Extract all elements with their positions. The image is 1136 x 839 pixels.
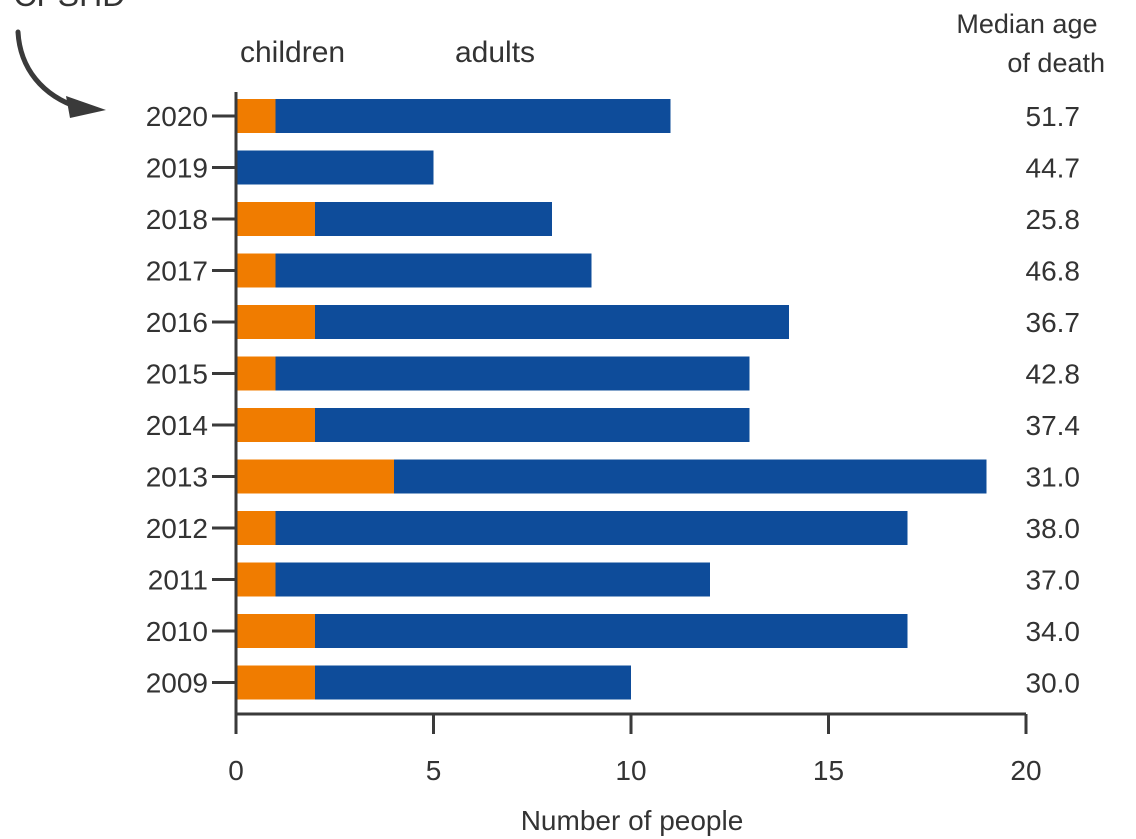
right-column-header-line-2: of death [1007, 48, 1105, 78]
x-tick-label: 10 [615, 755, 646, 786]
y-tick-label: 2016 [146, 307, 208, 338]
bar-children-2010 [236, 614, 315, 648]
y-axis: 2020 2019 2018 2017 2016 2015 2014 2013 2012 2011… [146, 92, 238, 714]
right-column-header: Median age of death [956, 9, 1105, 78]
y-tick-label: 2018 [146, 204, 208, 235]
y-tick-label: 2019 [146, 153, 208, 184]
bar-adults-2020 [275, 99, 671, 133]
y-tick-label: 2013 [146, 462, 208, 493]
bar-adults-2017 [275, 253, 592, 288]
x-tick-label: 0 [228, 755, 244, 786]
median-age-value: 31.0 [1026, 462, 1081, 493]
median-age-value: 25.8 [1026, 204, 1081, 235]
median-age-value: 46.8 [1026, 256, 1081, 287]
bar-adults-2010 [315, 614, 908, 648]
median-age-value: 44.7 [1026, 153, 1081, 184]
bar-children-2011 [236, 562, 276, 597]
bar-children-2018 [236, 202, 315, 236]
median-age-column: 51.7 44.7 25.8 46.8 36.7 42.8 37.4 31.0 38.0 37.0… [1026, 101, 1081, 699]
y-tick-label: 2012 [146, 513, 208, 544]
legend-adults: adults [455, 36, 535, 69]
y-tick-label: 2011 [148, 565, 208, 596]
annotation-arrowhead-icon [66, 96, 106, 118]
bar-adults-2009 [315, 665, 631, 700]
median-age-value: 51.7 [1026, 101, 1081, 132]
bar-children-2013 [236, 459, 394, 494]
right-column-header-line-1: Median age [956, 9, 1097, 39]
bars-group [236, 99, 987, 700]
y-tick-label: 2017 [146, 256, 208, 287]
y-tick-label: 2015 [146, 359, 208, 390]
median-age-value: 38.0 [1026, 513, 1081, 544]
bar-adults-2015 [275, 356, 750, 391]
bar-children-2012 [236, 511, 276, 545]
x-axis-title: Number of people [521, 805, 744, 836]
bar-adults-2016 [315, 305, 789, 339]
y-tick-label: 2009 [146, 668, 208, 699]
bar-children-2014 [236, 408, 315, 442]
y-tick-label: 2014 [146, 410, 208, 441]
bar-children-2020 [236, 99, 276, 133]
bar-children-2017 [236, 253, 276, 288]
legend-children: children [240, 36, 345, 69]
bar-adults-2014 [315, 408, 750, 442]
y-tick-label: 2020 [146, 101, 208, 132]
median-age-value: 36.7 [1026, 307, 1081, 338]
median-age-value: 42.8 [1026, 359, 1081, 390]
x-tick-label: 15 [813, 755, 844, 786]
bar-children-2015 [236, 356, 276, 391]
y-tick-label: 2010 [146, 616, 208, 647]
bar-adults-2018 [315, 202, 552, 236]
bar-adults-2011 [275, 562, 710, 597]
median-age-value: 34.0 [1026, 616, 1081, 647]
bar-children-2009 [236, 665, 315, 700]
bar-children-2016 [236, 305, 315, 339]
bar-adults-2013 [394, 459, 987, 494]
annotation-arrow [15, 29, 83, 111]
median-age-value: 37.4 [1026, 410, 1081, 441]
x-axis: 0 5 10 15 20 [228, 712, 1042, 786]
x-tick-label: 20 [1010, 755, 1041, 786]
median-age-value: 37.0 [1026, 565, 1081, 596]
median-age-value: 30.0 [1026, 668, 1081, 699]
bar-adults-2019 [236, 150, 434, 185]
bar-adults-2012 [275, 511, 908, 545]
annotation-text: PCPSHD [0, 0, 125, 13]
x-tick-label: 5 [426, 755, 442, 786]
